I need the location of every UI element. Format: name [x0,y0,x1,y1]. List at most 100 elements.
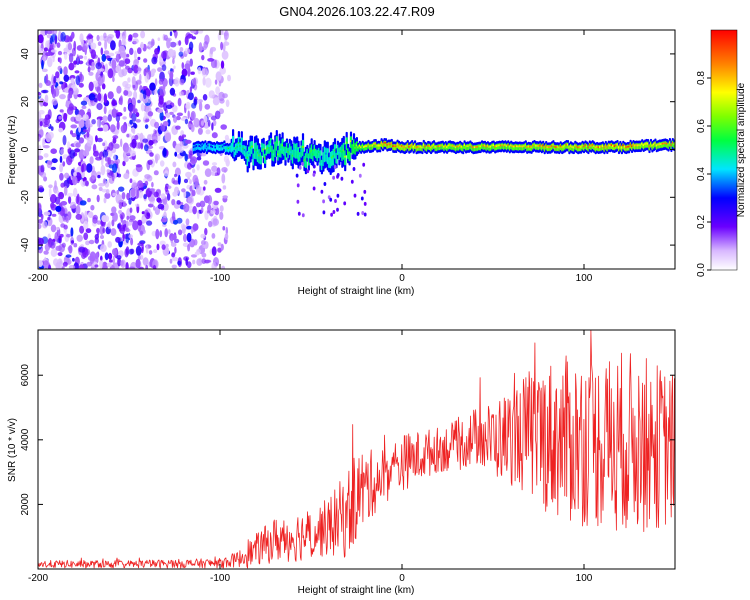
spectrogram-noise-cell [171,264,177,269]
spectrogram-noise-cell [165,112,171,119]
spectrogram-noise-cell [153,191,159,198]
spectrogram-noise-cell [83,232,89,241]
spectrogram-track-core [498,144,501,147]
spectrogram-noise-cell [192,223,199,231]
spectrogram-track-core [523,145,526,147]
spectrogram-noise-cell [174,151,178,157]
x-tick-label: -200 [28,573,48,584]
spectrogram-noise-cell [141,246,144,254]
spectrogram-noise-cell [132,32,139,38]
spectrogram-noise-cell [104,39,108,50]
spectrogram-track-core [403,146,406,149]
spectrogram-noise-cell [192,259,196,265]
spectrogram-noise-cell [148,250,153,255]
spectrogram-noise-cell [124,226,130,232]
spectrogram-noise-cell [211,262,217,269]
spectrogram-track-core [245,150,248,153]
spectrogram-noise-cell [49,240,56,249]
spectrogram-noise-cell [169,258,173,264]
spectrogram-noise-cell [51,88,57,99]
spectrogram-noise-cell [142,257,149,266]
spectrogram-noise-cell [186,225,193,230]
spectrogram-noise-cell [179,78,185,85]
spectrogram-noise-cell [113,153,116,162]
spectrogram-noise-cell [87,197,91,203]
spectrogram-track-core [526,146,529,148]
spectrogram-track-core [443,145,446,148]
spectrogram-marks [38,30,675,269]
spectrogram-noise-cell [189,86,193,93]
spectrogram-track-core [564,144,567,147]
spectrogram-track-core [660,143,663,145]
y-tick-label: -20 [20,190,31,205]
spectrogram-noise-cell [57,50,63,56]
spectrogram-noise-cell [181,134,187,138]
spectrogram-track-core [402,145,405,148]
spectrogram-noise-cell [55,118,60,124]
spectrogram-scatter-cell [312,186,316,191]
spectrogram-noise-cell [73,40,77,51]
spectrogram-track-core [558,146,561,149]
spectrogram-noise-cell [85,118,91,129]
spectrogram-noise-cell [136,189,140,199]
spectrogram-noise-cell [75,213,83,220]
spectrogram-noise-cell [68,87,74,96]
spectrogram-noise-cell [132,220,139,231]
spectrogram-noise-cell [59,172,64,181]
spectrogram-track-core [440,144,443,147]
spectrogram-track-core [223,144,226,146]
spectrogram-noise-cell [133,64,139,74]
spectrogram-noise-cell [196,258,203,266]
spectrogram-track-core [319,156,322,158]
spectrogram-noise-cell [190,254,198,258]
spectrogram-noise-cell [116,85,122,94]
spectrogram-noise-cell [219,66,226,75]
spectrogram-track-core [271,151,274,153]
spectrogram-track-core [670,144,673,147]
spectrogram-track-core [478,145,481,148]
spectrogram-track-core [450,144,453,147]
spectrogram-track-core [398,144,401,147]
spectrogram-noise-cell [213,200,219,206]
spectrogram-track-core [620,146,623,149]
spectrogram-track-core [262,148,265,151]
spectrogram-noise-cell [100,255,103,262]
spectrogram-noise-cell [62,161,66,167]
spectrogram-noise-cell [55,71,60,79]
spectrogram-noise-cell [144,180,149,186]
spectrogram-noise-cell [120,52,127,58]
x-tick-label: 0 [399,573,405,584]
spectrogram-noise-cell [92,80,99,88]
spectrogram-noise-cell [196,209,200,220]
spectrogram-track-core [539,144,542,147]
spectrogram-noise-cell [108,164,115,169]
spectrogram-track-core [252,157,255,160]
spectrogram-noise-cell [211,246,217,257]
spectrogram-noise-cell [45,73,49,84]
spectrogram-noise-cell [165,104,173,110]
spectrogram-noise-cell [52,55,55,63]
spectrogram-scatter-cell [312,164,316,169]
spectrogram-noise-cell [163,170,169,177]
spectrogram-noise-cell [91,119,96,125]
spectrogram-noise-cell [90,42,97,50]
spectrogram-noise-cell [78,264,85,269]
spectrogram-track-core [341,150,344,153]
spectrogram-noise-cell [131,112,137,122]
spectrogram-noise-cell [132,104,136,115]
spectrogram-noise-cell [40,213,44,220]
spectrogram-noise-cell [154,121,160,129]
spectrogram-track-core [562,145,565,148]
spectrogram-noise-cell [149,82,156,91]
spectrogram-noise-cell [153,170,159,176]
spectrogram-noise-cell [136,67,142,72]
spectrogram-track-core [533,143,536,146]
spectrogram-noise-cell [119,212,125,220]
spectrogram-track-core [400,145,404,147]
spectrogram-track-core [240,143,243,145]
spectrogram-noise-cell [216,167,221,176]
spectrogram-noise-cell [123,106,127,112]
spectrogram-noise-cell [135,119,141,123]
spectrogram-noise-cell [79,200,87,206]
spectrogram-scatter-cell [352,167,356,171]
